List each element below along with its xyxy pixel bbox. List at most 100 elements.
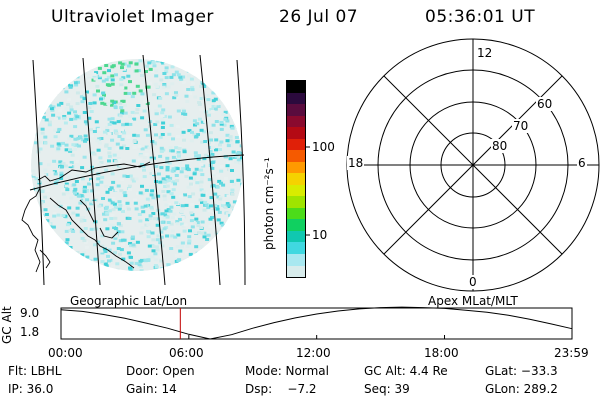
emission-pixel (110, 234, 115, 238)
colorbar-segment (287, 207, 305, 220)
emission-pixel (127, 217, 132, 220)
emission-pixel (104, 126, 109, 129)
emission-pixel (122, 144, 126, 148)
emission-pixel (229, 144, 234, 148)
emission-pixel (51, 105, 56, 109)
emission-pixel (199, 177, 204, 181)
colorbar-tick-100: 100 (312, 140, 335, 154)
emission-pixel (162, 216, 167, 220)
emission-pixel (145, 197, 150, 201)
emission-pixel (125, 175, 130, 178)
emission-pixel (61, 188, 66, 192)
emission-pixel (232, 124, 237, 127)
emission-pixel (117, 207, 122, 211)
emission-pixel (107, 83, 112, 87)
colorbar-segment (287, 127, 305, 139)
emission-pixel (137, 145, 142, 149)
emission-pixel (210, 209, 215, 213)
emission-pixel (92, 156, 97, 160)
emission-pixel (100, 244, 105, 248)
emission-pixel (162, 72, 167, 75)
emission-pixel (106, 254, 110, 258)
emission-pixel (96, 191, 101, 195)
emission-pixel (104, 144, 109, 148)
emission-pixel (83, 120, 88, 124)
emission-pixel (226, 203, 231, 207)
emission-pixel (174, 93, 179, 97)
emission-pixel (228, 213, 232, 217)
emission-pixel (98, 91, 102, 95)
emission-pixel (134, 261, 139, 265)
emission-pixel (110, 74, 115, 78)
emission-pixel (140, 92, 145, 96)
emission-pixel (60, 165, 64, 169)
emission-pixel (158, 185, 162, 189)
colorbar-segment (287, 81, 305, 93)
emission-pixel (164, 66, 169, 70)
emission-pixel (186, 185, 191, 189)
emission-pixel (162, 84, 167, 88)
emission-pixel (113, 251, 117, 255)
emission-pixel (111, 208, 116, 212)
emission-pixel (203, 200, 208, 204)
emission-pixel (199, 84, 204, 88)
emission-pixel (208, 131, 213, 135)
emission-pixel (213, 211, 218, 215)
mlt-label-12: 12 (476, 46, 494, 60)
emission-pixel (65, 238, 70, 242)
emission-pixel (103, 102, 108, 106)
emission-pixel (61, 161, 66, 165)
emission-pixel (110, 78, 115, 82)
emission-pixel (176, 151, 181, 154)
emission-pixel (55, 178, 60, 182)
emission-pixel (52, 201, 56, 205)
emission-pixel (118, 102, 123, 106)
emission-pixel (120, 86, 125, 90)
emission-pixel (209, 138, 213, 142)
emission-pixel (111, 264, 115, 268)
emission-pixel (196, 133, 200, 137)
emission-pixel (43, 135, 48, 139)
emission-pixel (236, 158, 241, 162)
emission-pixel (106, 102, 111, 105)
emission-pixel (207, 113, 211, 117)
emission-pixel (175, 125, 180, 129)
emission-pixel (105, 227, 110, 231)
emission-pixel (58, 160, 63, 164)
colorbar-segment (287, 92, 305, 105)
emission-pixel (171, 195, 176, 199)
emission-pixel (148, 67, 153, 71)
emission-pixel (138, 89, 143, 93)
apex-label: Apex MLat/MLT (428, 294, 518, 308)
emission-pixel (139, 231, 144, 235)
emission-pixel (109, 130, 114, 134)
colorbar-segment (287, 138, 305, 151)
emission-pixel (160, 220, 165, 224)
emission-pixel (219, 140, 224, 144)
info-gcalt: GC Alt: 4.4 Re (364, 364, 448, 378)
emission-pixel (216, 224, 221, 228)
emission-pixel (202, 130, 207, 134)
emission-pixel (158, 154, 163, 158)
emission-pixel (191, 230, 196, 234)
emission-pixel (64, 184, 69, 188)
emission-pixel (215, 102, 220, 106)
emission-pixel (200, 120, 205, 124)
emission-pixel (128, 122, 133, 126)
emission-pixel (213, 204, 218, 207)
emission-pixel (170, 229, 175, 233)
emission-pixel (122, 191, 127, 195)
emission-pixel (166, 263, 171, 267)
emission-pixel (159, 146, 164, 150)
emission-pixel (89, 227, 94, 231)
emission-pixel (62, 115, 67, 119)
colorbar-tick-10: 10 (312, 228, 328, 242)
emission-pixel (70, 81, 74, 85)
emission-pixel (160, 212, 165, 216)
xtick-0600: 06:00 (169, 346, 204, 360)
emission-pixel (198, 184, 203, 188)
emission-pixel (114, 73, 118, 77)
altitude-curve (60, 306, 573, 340)
emission-pixel (107, 117, 112, 121)
emission-pixel (174, 172, 179, 176)
